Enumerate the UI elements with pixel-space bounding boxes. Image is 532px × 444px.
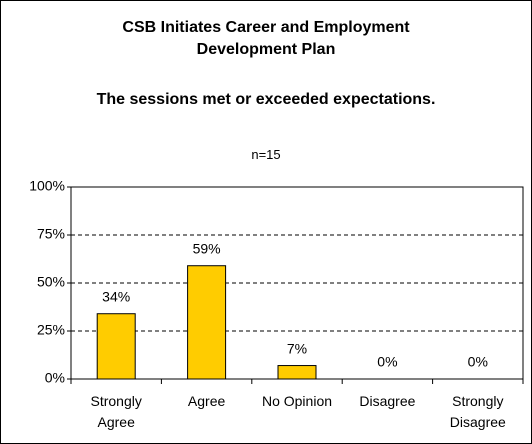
data-label: 0%: [377, 354, 397, 370]
bar: [96, 313, 136, 380]
data-label: 7%: [287, 340, 307, 356]
chart-title: CSB Initiates Career and Employment Deve…: [122, 19, 410, 58]
data-label: 59%: [193, 240, 221, 256]
x-tick-label: No Opinion: [261, 393, 333, 409]
y-tick-label: 25%: [37, 322, 65, 338]
bar: [277, 365, 317, 380]
y-tick-label: 50%: [37, 274, 65, 290]
y-tick-label: 100%: [29, 178, 65, 194]
x-tick-label: Strongly Agree: [90, 393, 142, 430]
bar: [187, 265, 227, 380]
x-tick-label: Agree: [187, 393, 226, 409]
x-tick-label: Strongly Disagree: [449, 393, 506, 430]
y-tick-label: 75%: [37, 226, 65, 242]
x-tick-label: Disagree: [359, 393, 416, 409]
data-label: 34%: [102, 288, 130, 304]
chart-subtitle: The sessions met or exceeded expectation…: [96, 91, 436, 108]
data-label: 0%: [468, 354, 488, 370]
annotation: n=15: [251, 147, 281, 162]
y-tick-label: 0%: [45, 370, 65, 386]
